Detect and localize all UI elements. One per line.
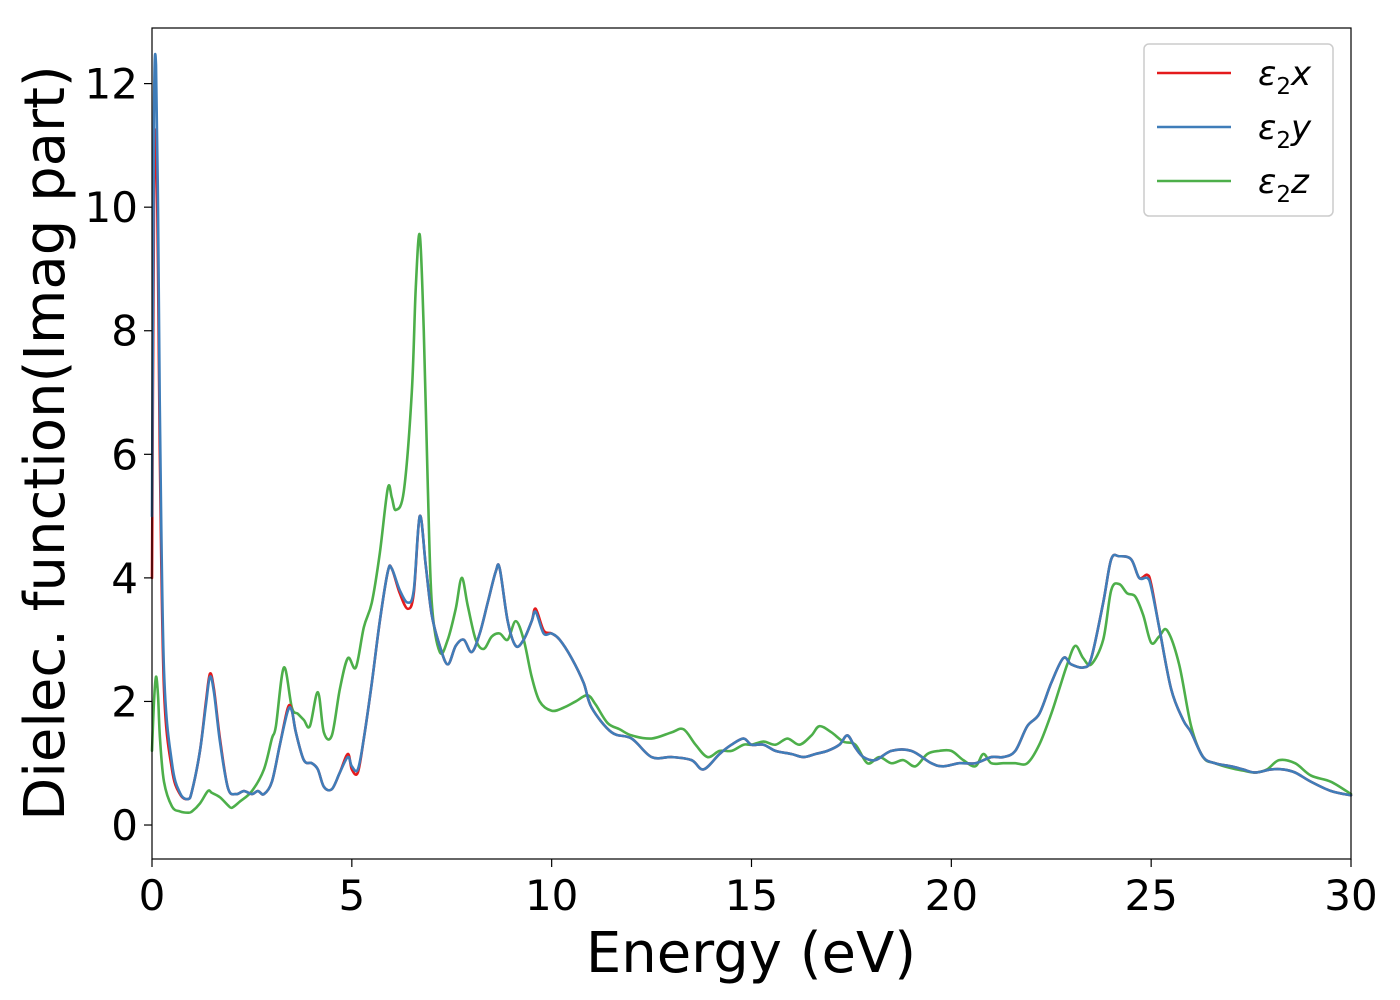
x-axis-label: Energy (eV) xyxy=(586,921,916,986)
y-tick-label: 4 xyxy=(111,554,138,603)
x-tick-label: 25 xyxy=(1124,871,1177,920)
legend-label-z: ε2z xyxy=(1258,162,1310,208)
series-line-y xyxy=(150,52,1353,801)
y-axis-label: Dielec. function(Imag part) xyxy=(13,65,78,821)
x-tick-label: 0 xyxy=(139,871,166,920)
y-tick-label: 12 xyxy=(85,60,138,109)
y-tick-label: 10 xyxy=(85,183,138,232)
y-tick-label: 2 xyxy=(111,677,138,726)
y-tick-label: 6 xyxy=(111,430,138,479)
x-tick-label: 5 xyxy=(338,871,365,920)
legend-box xyxy=(1143,43,1334,217)
y-tick-label: 8 xyxy=(111,307,138,356)
legend-label-x: ε2x xyxy=(1258,54,1312,100)
x-tick-label: 30 xyxy=(1324,871,1377,920)
series-line-z xyxy=(150,232,1353,814)
x-axis: 0 5 10 15 20 25 30 xyxy=(139,859,1378,920)
legend-label-y: ε2y xyxy=(1258,108,1312,154)
legend: ε2x ε2y ε2z xyxy=(1143,43,1334,217)
x-tick-label: 10 xyxy=(525,871,578,920)
x-tick-label: 15 xyxy=(725,871,778,920)
series-layer xyxy=(150,52,1353,814)
y-axis: 0 2 4 6 8 10 12 xyxy=(85,60,152,850)
x-tick-label: 20 xyxy=(925,871,978,920)
y-tick-label: 0 xyxy=(111,801,138,850)
